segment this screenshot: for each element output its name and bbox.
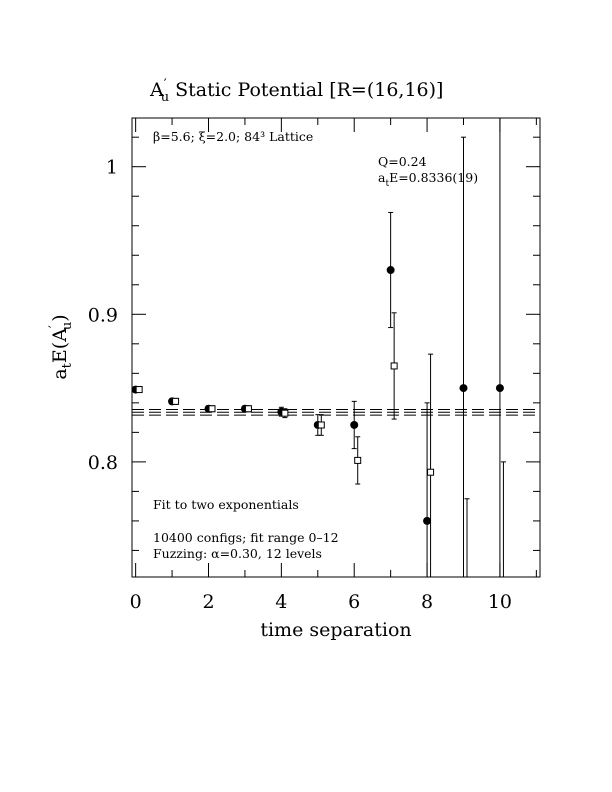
data-point-circle [459,384,468,393]
fuzzing-annotation: Fuzzing: α=0.30, 12 levels [153,546,322,561]
x-axis-label: time separation [260,619,411,641]
plot-frame [131,117,541,578]
data-point-circle [495,384,504,393]
data-point-square [281,409,289,417]
x-tick-label: 2 [202,591,214,613]
energy-annotation: atE=0.8336(19) [378,170,478,189]
data-point-square [135,386,143,394]
data-markers [132,266,504,620]
configs-annotation: 10400 configs; fit range 0–12 [153,530,339,545]
data-point-square [427,468,435,476]
x-tick-label: 4 [275,591,287,613]
y-tick-label: 0.8 [88,452,118,474]
y-axis-label: atE(A′u) [47,314,75,379]
data-point-square [317,421,325,429]
fit-band [132,408,540,416]
x-tick-label: 10 [488,591,512,613]
x-tick-label: 8 [421,591,433,613]
data-point-square [208,405,216,413]
chart-title: A′ u Static Potential [R=(16,16)] [149,77,443,105]
error-bars [133,118,506,577]
data-point-square [354,456,362,464]
x-tick-label: 6 [348,591,360,613]
y-tick-label: 1 [106,157,118,179]
data-point-circle [386,266,395,275]
y-tick-labels: 0.8 0.9 1 [88,157,118,474]
data-point-square [172,397,180,405]
data-point-square [464,614,470,620]
data-point-square [390,362,398,370]
q-annotation: Q=0.24 [378,154,427,169]
y-tick-label: 0.9 [88,304,118,326]
lattice-annotation: β=5.6; ξ=2.0; 84³ Lattice [153,129,313,144]
fit-title-annotation: Fit to two exponentials [153,497,299,512]
x-tick-label: 0 [130,591,142,613]
data-point-square [244,405,252,413]
data-point-circle [350,420,359,429]
data-point-circle [423,516,432,525]
x-tick-labels: 0 2 4 6 8 10 [130,591,512,613]
